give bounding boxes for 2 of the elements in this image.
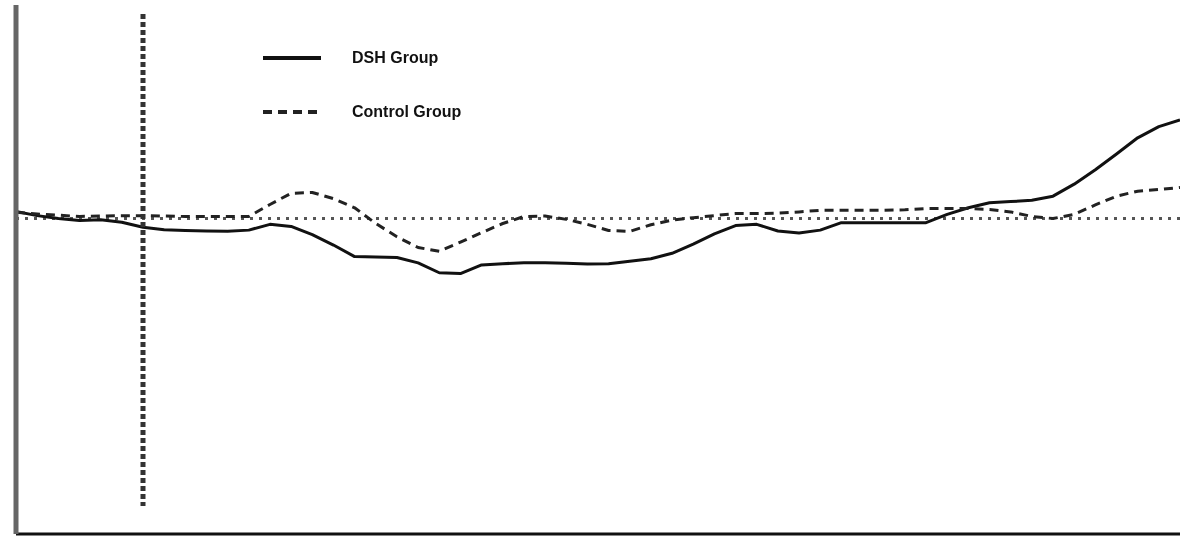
legend-label: DSH Group	[352, 49, 439, 67]
legend-label: Control Group	[352, 103, 462, 121]
